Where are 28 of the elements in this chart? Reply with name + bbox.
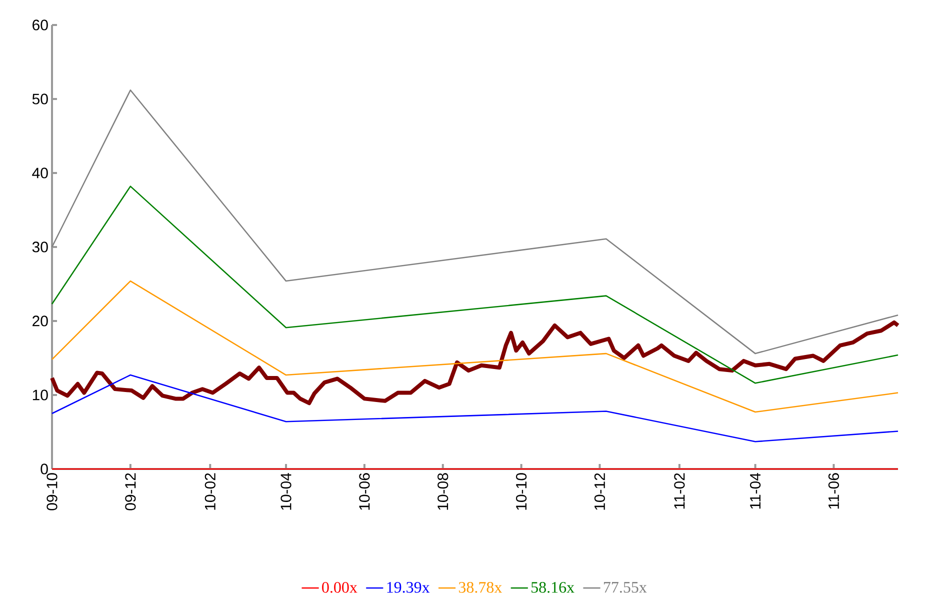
x-tick-label: 09-12 <box>125 473 136 510</box>
x-tick-label: 10-12 <box>594 473 606 510</box>
x-tick-label: 10-08 <box>438 473 448 510</box>
legend-label: 58.16x <box>531 582 574 593</box>
x-tick-label: 11-04 <box>750 472 761 509</box>
y-tick-label: 40 <box>32 168 48 178</box>
legend-label: 19.39x <box>387 582 430 593</box>
y-tick-label: 10 <box>32 390 48 400</box>
line-series <box>51 186 899 384</box>
x-tick-label: 09-10 <box>46 473 58 510</box>
line-series <box>51 89 899 354</box>
y-tick-label: 0 <box>40 464 48 474</box>
x-tick-label: 11-02 <box>674 473 685 509</box>
y-tick-label: 20 <box>32 316 48 326</box>
x-tick-label: 10-02 <box>204 473 216 510</box>
line-series <box>51 280 899 413</box>
y-tick-label: 60 <box>32 20 48 30</box>
legend-label: 0.00x <box>322 582 358 593</box>
line-series <box>51 374 899 442</box>
x-tick-label: 11-06 <box>828 473 840 509</box>
y-tick-label: 50 <box>32 94 48 104</box>
x-tick-label: 10-10 <box>516 473 527 510</box>
x-tick-label: 10-06 <box>359 473 370 510</box>
legend-label: 77.55x <box>604 582 647 593</box>
legend-label: 38.78x <box>458 582 502 593</box>
x-tick-label: 10-04 <box>280 472 292 510</box>
y-tick-label: 30 <box>32 242 48 252</box>
line-series <box>50 320 900 406</box>
